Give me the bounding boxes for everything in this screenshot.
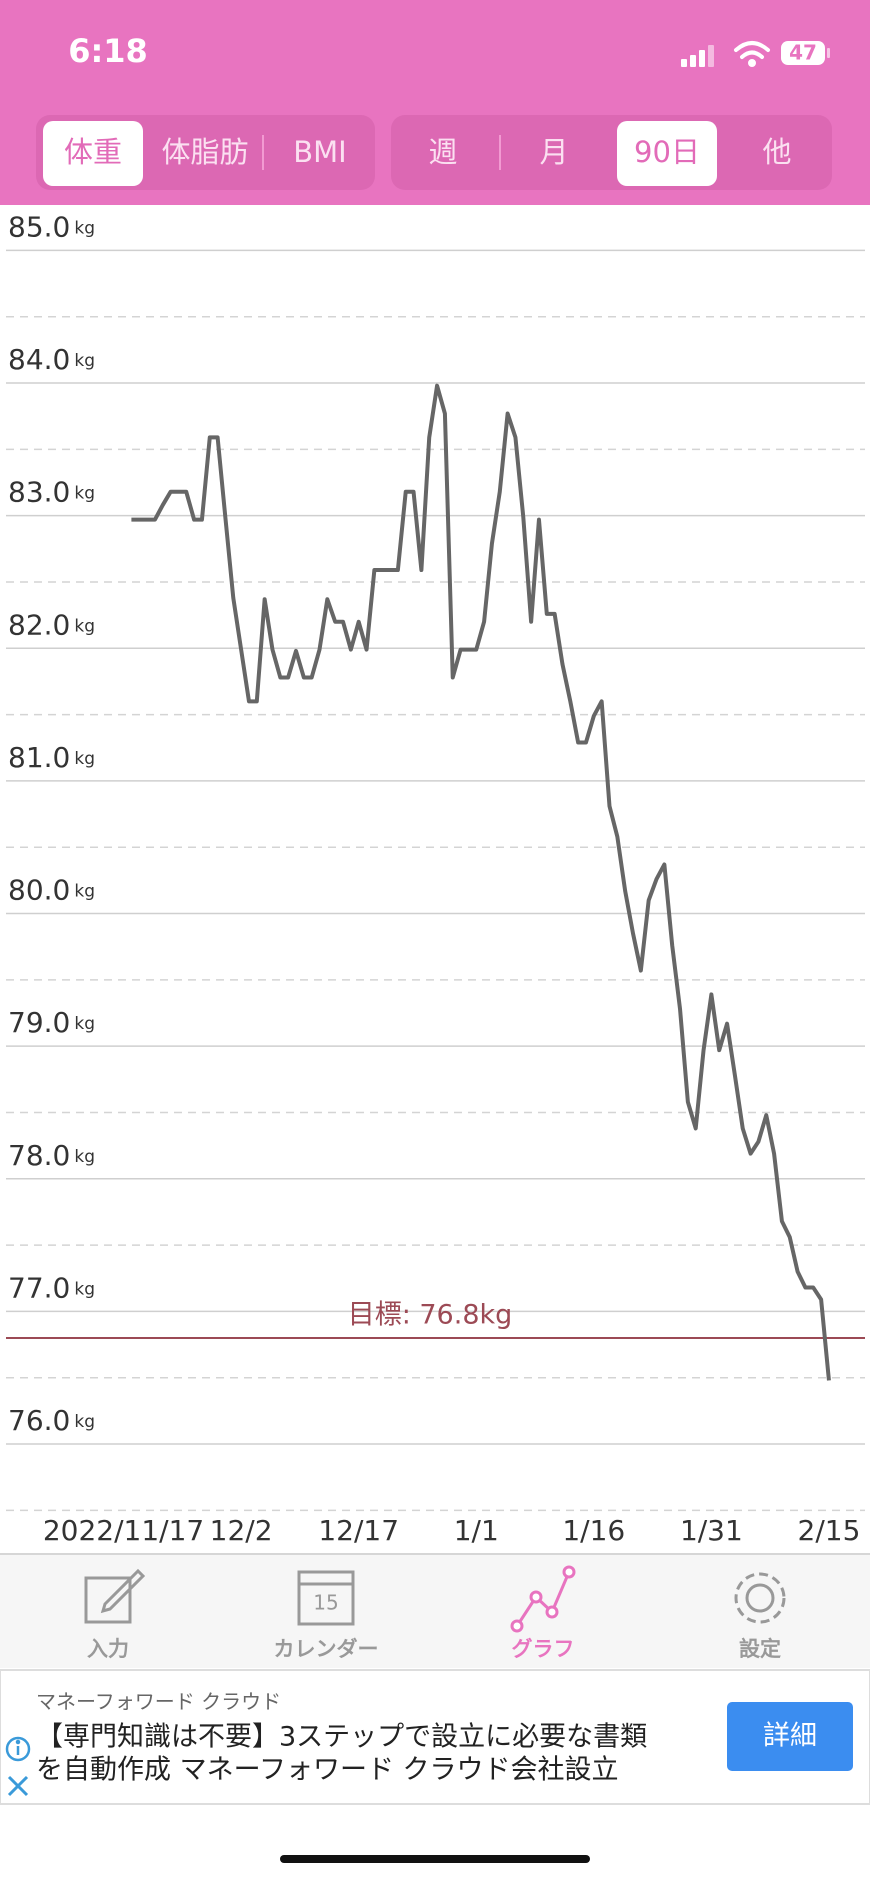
y-tick-label: 77.0 kg	[8, 1271, 95, 1304]
input-icon	[84, 1568, 146, 1624]
segment-label[interactable]: 90日	[634, 135, 700, 169]
y-tick-value: 85.0	[8, 210, 70, 243]
y-tick-value: 81.0	[8, 741, 70, 774]
y-tick-label: 84.0 kg	[8, 343, 95, 376]
x-tick-label: 2022/11/17	[43, 1514, 204, 1547]
selected-pill[interactable]	[617, 121, 717, 186]
ad-button[interactable]	[727, 1702, 853, 1771]
signal-icon	[681, 45, 714, 67]
x-tick-label: 1/16	[562, 1514, 625, 1547]
x-tick-label: 12/17	[318, 1514, 399, 1547]
y-tick-label: 76.0 kg	[8, 1404, 95, 1437]
battery-tip	[827, 48, 830, 58]
ad-text: 【専門知識は不要】3ステップで設立に必要な書類	[36, 1722, 647, 1753]
y-tick-label: 78.0 kg	[8, 1139, 95, 1172]
segment-label[interactable]: 月	[539, 135, 568, 169]
segment-label[interactable]: 週	[428, 135, 457, 169]
y-tick-value: 84.0	[8, 343, 70, 376]
wifi-icon	[734, 41, 770, 67]
y-tick-unit: kg	[74, 616, 95, 636]
ad-text: を自動作成 マネーフォワード クラウド会社設立	[36, 1755, 619, 1786]
tab-label[interactable]: グラフ	[512, 1637, 575, 1661]
y-tick-label: 79.0 kg	[8, 1006, 95, 1039]
weight-line	[131, 383, 831, 1381]
y-tick-unit: kg	[74, 351, 95, 371]
x-tick-label: 1/1	[454, 1514, 499, 1547]
y-tick-label: 83.0 kg	[8, 476, 95, 509]
y-tick-unit: kg	[74, 218, 95, 238]
segment-label[interactable]: 体脂肪	[161, 135, 248, 169]
tab-label[interactable]: カレンダー	[274, 1637, 379, 1661]
segment-label[interactable]: 体重	[64, 135, 122, 169]
ad-info-icon[interactable]	[5, 1736, 31, 1762]
y-tick-value: 80.0	[8, 874, 70, 907]
ad-advertiser: マネーフォワード クラウド	[36, 1690, 281, 1714]
y-tick-unit: kg	[74, 749, 95, 769]
home-indicator	[280, 1855, 590, 1863]
y-tick-unit: kg	[74, 484, 95, 504]
period-segment	[391, 115, 832, 190]
y-tick-unit: kg	[74, 1147, 95, 1167]
y-tick-label: 82.0 kg	[8, 608, 95, 641]
tab-bar	[0, 1554, 870, 1668]
y-tick-value: 76.0	[8, 1404, 70, 1437]
segment-label[interactable]: 他	[762, 135, 791, 169]
x-tick-label: 2/15	[798, 1514, 861, 1547]
y-tick-value: 77.0	[8, 1271, 70, 1304]
status-time: 6:18	[68, 32, 148, 70]
y-tick-label: 85.0 kg	[8, 210, 95, 243]
y-tick-unit: kg	[74, 1279, 95, 1299]
ad-button-label[interactable]: 詳細	[763, 1721, 817, 1752]
ad-close-icon[interactable]	[7, 1775, 29, 1797]
y-tick-value: 78.0	[8, 1139, 70, 1172]
selected-pill[interactable]	[43, 121, 143, 186]
tab-label[interactable]: 設定	[739, 1637, 781, 1661]
battery-level: 47	[789, 41, 817, 65]
calendar-icon	[297, 1570, 355, 1626]
y-tick-unit: kg	[74, 1412, 95, 1432]
segment-label[interactable]: BMI	[293, 135, 346, 169]
battery-icon	[781, 41, 825, 65]
y-tick-value: 79.0	[8, 1006, 70, 1039]
tab-label[interactable]: 入力	[87, 1637, 129, 1661]
y-tick-label: 80.0 kg	[8, 874, 95, 907]
y-tick-value: 82.0	[8, 608, 70, 641]
goal-label: 目標: 76.8kg	[348, 1299, 513, 1330]
graph-icon	[510, 1565, 576, 1633]
ad-banner[interactable]	[0, 1669, 870, 1805]
y-tick-label: 81.0 kg	[8, 741, 95, 774]
tab-icon-text: 15	[313, 1591, 338, 1615]
x-tick-label: 1/31	[680, 1514, 743, 1547]
y-tick-unit: kg	[74, 1014, 95, 1034]
x-tick-label: 12/2	[210, 1514, 273, 1547]
y-tick-value: 83.0	[8, 476, 70, 509]
settings-icon	[734, 1572, 786, 1624]
y-tick-unit: kg	[74, 882, 95, 902]
